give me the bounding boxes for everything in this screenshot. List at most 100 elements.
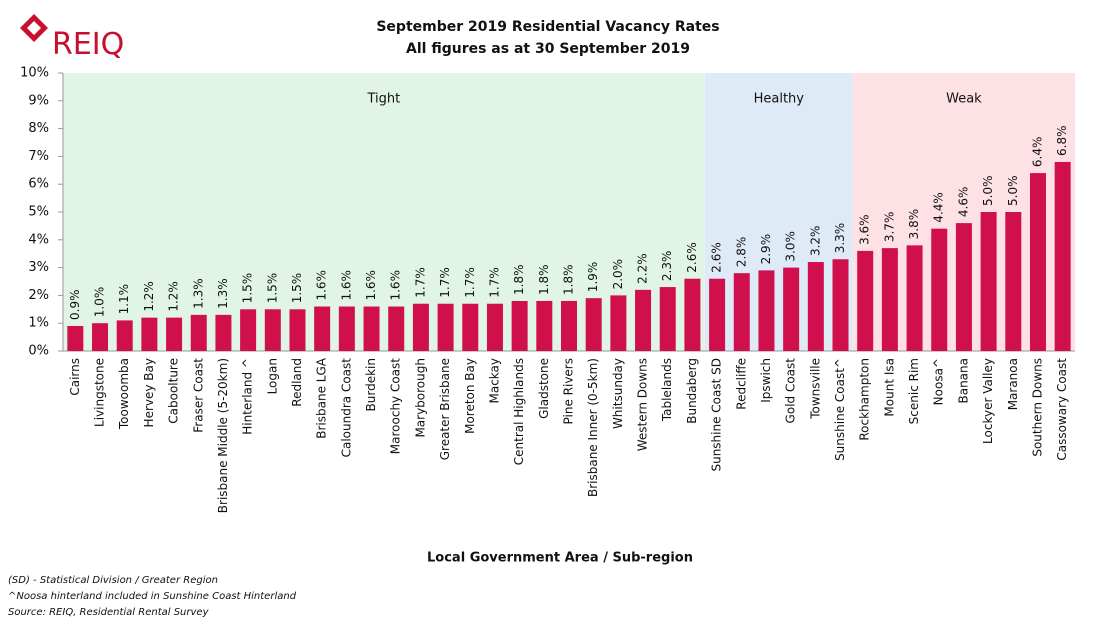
x-tick-label: Hinterland ^ <box>241 358 255 435</box>
value-label: 1.8% <box>562 264 576 295</box>
x-tick-label: Caboolture <box>167 358 181 424</box>
bar <box>659 287 676 351</box>
bar <box>807 262 824 351</box>
value-label: 1.0% <box>93 287 107 318</box>
footnote: Source: REIQ, Residential Rental Survey <box>8 607 210 618</box>
y-tick-label: 9% <box>28 93 49 108</box>
bar <box>437 303 454 351</box>
value-label: 1.8% <box>537 264 551 295</box>
bar <box>215 314 232 351</box>
y-tick-label: 7% <box>28 149 49 164</box>
value-label: 1.7% <box>463 267 477 298</box>
x-tick-label: Brisbane Middle (5-20km) <box>216 358 230 513</box>
value-label: 1.5% <box>290 273 304 304</box>
x-tick-label: Moreton Bay <box>463 358 477 434</box>
bar <box>758 270 775 351</box>
x-tick-label: Mackay <box>487 358 501 404</box>
x-tick-label: Fraser Coast <box>191 358 205 433</box>
footnote: ^Noosa hinterland included in Sunshine C… <box>8 591 297 602</box>
bar <box>363 306 380 351</box>
bar <box>1029 173 1046 351</box>
bar <box>561 300 577 351</box>
value-label: 0.9% <box>68 289 82 320</box>
bar <box>240 309 257 351</box>
value-label: 1.8% <box>512 264 526 295</box>
bar <box>388 306 405 351</box>
value-label: 3.6% <box>858 214 872 245</box>
x-tick-label: Whitsunday <box>611 358 625 429</box>
value-label: 1.1% <box>117 284 131 315</box>
value-label: 1.2% <box>142 281 156 312</box>
x-tick-label: Bundaberg <box>685 358 699 424</box>
logo-text: REIQ <box>52 27 124 62</box>
zones <box>63 73 1075 351</box>
value-label: 1.7% <box>413 267 427 298</box>
x-tick-label: Townsville <box>808 358 822 420</box>
y-tick-label: 4% <box>28 232 49 247</box>
value-label: 1.3% <box>191 278 205 309</box>
x-tick-label: Noosa^ <box>932 358 946 405</box>
y-tick-label: 10% <box>20 66 49 81</box>
value-label: 4.6% <box>956 187 970 218</box>
x-tick-label: Gold Coast <box>784 358 798 424</box>
bar <box>832 259 849 351</box>
value-label: 3.0% <box>784 231 798 262</box>
y-tick-label: 6% <box>28 177 49 192</box>
value-label: 1.7% <box>438 267 452 298</box>
bar <box>338 306 355 351</box>
chart-subtitle: All figures as at 30 September 2019 <box>406 41 690 57</box>
x-tick-label: Maranoa <box>1006 358 1020 410</box>
bar <box>264 309 281 351</box>
chart-title: September 2019 Residential Vacancy Rates <box>376 19 719 35</box>
bar <box>116 320 133 351</box>
x-tick-label: Logan <box>265 358 279 394</box>
x-tick-label: Cassowary Coast <box>1055 358 1069 461</box>
zone-label: Tight <box>367 92 401 107</box>
value-label: 1.5% <box>241 273 255 304</box>
bar <box>783 267 800 351</box>
x-tick-label: Maroochy Coast <box>389 358 403 455</box>
value-label: 5.0% <box>981 176 995 207</box>
bar <box>92 323 109 351</box>
bar <box>955 223 972 351</box>
x-tick-label: Scenic Rim <box>907 358 921 424</box>
x-tick-label: Banana <box>956 358 970 404</box>
bar <box>684 278 701 351</box>
x-tick-label: Hervey Bay <box>142 358 156 427</box>
value-label: 5.0% <box>1006 175 1020 206</box>
bar <box>1005 212 1022 351</box>
bar <box>462 303 479 351</box>
x-tick-label: Brisbane LGA <box>315 357 329 439</box>
bar <box>980 212 997 351</box>
value-label: 1.7% <box>487 267 501 298</box>
value-label: 1.6% <box>315 270 329 301</box>
value-label: 1.6% <box>364 270 378 301</box>
x-tick-label: Western Downs <box>636 358 650 451</box>
x-tick-label: Rockhampton <box>858 358 872 441</box>
x-tick-label: Lockyer Valley <box>981 358 995 444</box>
bar <box>486 303 503 351</box>
y-tick-label: 0% <box>28 344 49 359</box>
x-tick-label: Maryborough <box>413 358 427 438</box>
bar <box>906 245 923 351</box>
y-tick-label: 2% <box>28 288 49 303</box>
value-label: 2.8% <box>734 237 748 268</box>
bar <box>141 317 158 351</box>
bar <box>635 289 652 351</box>
bar <box>314 306 331 351</box>
x-tick-label: Central Highlands <box>512 358 526 465</box>
bar <box>585 298 602 351</box>
x-tick-label: Ipswich <box>759 358 773 403</box>
value-label: 2.0% <box>611 259 625 290</box>
x-tick-label: Livingstone <box>93 358 107 427</box>
value-label: 2.6% <box>685 242 699 273</box>
zone <box>704 73 853 351</box>
y-tick-label: 8% <box>28 121 49 136</box>
value-label: 2.3% <box>660 251 674 282</box>
zone-label: Weak <box>946 92 982 107</box>
x-tick-label: Toowoomba <box>117 358 131 430</box>
x-tick-label: Pine Rivers <box>562 358 576 424</box>
x-tick-label: Brisbane Inner (0-5km) <box>586 358 600 497</box>
value-label: 3.2% <box>808 226 822 257</box>
